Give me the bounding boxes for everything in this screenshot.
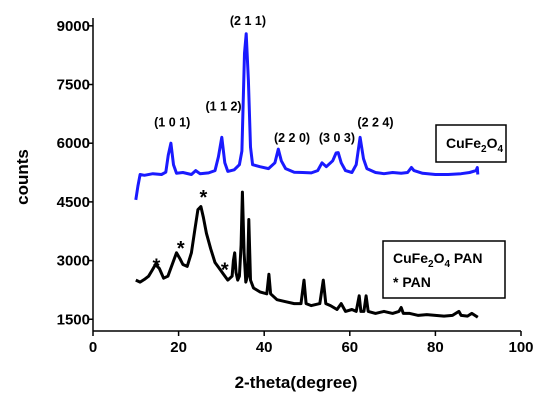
legend-cufe2o4: CuFe2O4: [435, 124, 507, 163]
y-ticks: 1500 3000 4500 6000 7500 9000: [57, 18, 93, 328]
y-axis-title: counts: [13, 149, 32, 205]
x-tick-label: 80: [427, 339, 444, 356]
peak-label: (2 1 1): [230, 14, 266, 28]
x-tick-label: 20: [170, 339, 187, 356]
y-tick-label: 1500: [57, 311, 90, 328]
legend-pan-line2: * PAN: [393, 274, 431, 290]
y-tick-label: 4500: [57, 194, 90, 211]
x-axis-title: 2-theta(degree): [235, 373, 358, 392]
pan-star-marker: *: [221, 259, 229, 281]
x-ticks: 0 20 40 60 80 100: [89, 331, 534, 356]
legend-cufe2o4-label: CuFe2O4: [446, 135, 503, 155]
peak-labels: (1 0 1) (1 1 2) (2 1 1) (2 2 0) (3 0 3)(2 2 …: [154, 14, 393, 145]
series-line-cufe2o4-pan: [135, 190, 479, 319]
star-markers: * * * *: [152, 187, 228, 281]
x-tick-label: 60: [341, 339, 358, 356]
peak-label: (2 2 4): [357, 115, 393, 129]
series-lines: [134, 32, 480, 319]
y-tick-label: 3000: [57, 253, 90, 270]
legend-pan-label: CuFe2O4 PAN: [393, 250, 482, 270]
series-line-cufe2o4: [134, 32, 480, 201]
x-tick-label: 40: [256, 339, 273, 356]
pan-star-marker: *: [177, 238, 185, 260]
legend-cufe2o4-box: [435, 124, 507, 163]
peak-label: (1 1 2): [205, 100, 241, 114]
peak-label: (2 2 0): [274, 131, 310, 145]
peak-label: (1 0 1): [154, 115, 190, 129]
legend-pan-box: [382, 240, 506, 299]
axes: [92, 18, 521, 332]
x-tick-label: 100: [508, 339, 533, 356]
pan-star-marker: *: [200, 187, 208, 209]
y-tick-label: 9000: [57, 18, 90, 35]
peak-label: (3 0 3): [319, 131, 355, 145]
x-tick-label: 0: [89, 339, 97, 356]
pan-star-marker: *: [152, 256, 160, 278]
y-tick-label: 7500: [57, 77, 90, 94]
y-tick-label: 6000: [57, 135, 90, 152]
legend-pan: CuFe2O4 PAN * PAN: [382, 240, 506, 299]
